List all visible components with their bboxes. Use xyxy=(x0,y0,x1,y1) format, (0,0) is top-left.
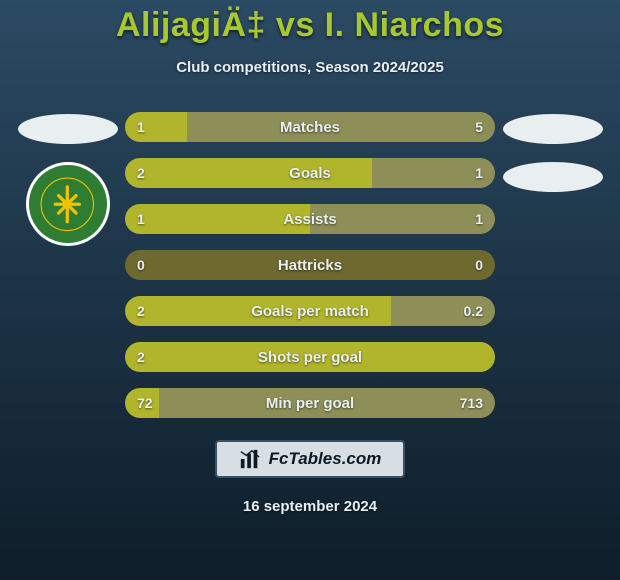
stat-bar-left xyxy=(125,112,187,142)
bar-chart-icon xyxy=(239,448,261,470)
brand-text: FcTables.com xyxy=(269,449,382,469)
page-title: AlijagiÄ‡ vs I. Niarchos xyxy=(116,6,504,45)
brand-badge: FcTables.com xyxy=(215,440,406,478)
stat-value-left: 2 xyxy=(137,158,145,188)
stat-value-left: 1 xyxy=(137,112,145,142)
stat-value-right: 713 xyxy=(460,388,483,418)
stat-bar-left xyxy=(125,296,391,326)
left-player-photo-placeholder xyxy=(18,114,118,144)
right-player-column xyxy=(495,112,610,192)
page-subtitle: Club competitions, Season 2024/2025 xyxy=(176,59,444,76)
left-player-column xyxy=(10,112,125,246)
stat-value-left: 1 xyxy=(137,204,145,234)
stat-value-right: 1 xyxy=(475,158,483,188)
right-club-badge-placeholder xyxy=(503,162,603,192)
stat-bar-left xyxy=(125,204,310,234)
stat-bar-left xyxy=(125,342,495,372)
stat-value-right: 1 xyxy=(475,204,483,234)
stat-row: 15Matches xyxy=(125,112,495,142)
left-club-badge xyxy=(26,162,110,246)
stat-value-right: 5 xyxy=(475,112,483,142)
stat-bars: 15Matches21Goals11Assists00Hattricks20.2… xyxy=(125,112,495,418)
stat-value-left: 72 xyxy=(137,388,153,418)
right-player-photo-placeholder xyxy=(503,114,603,144)
zilina-crest-icon xyxy=(40,177,95,232)
content-root: AlijagiÄ‡ vs I. Niarchos Club competitio… xyxy=(0,0,620,580)
stat-row: 21Goals xyxy=(125,158,495,188)
stat-row: 20.2Goals per match xyxy=(125,296,495,326)
footer-date: 16 september 2024 xyxy=(243,498,377,515)
stat-value-right: 0.2 xyxy=(464,296,483,326)
stat-bar-right xyxy=(310,204,495,234)
stat-value-right: 0 xyxy=(475,250,483,280)
stat-value-left: 0 xyxy=(137,250,145,280)
stat-value-left: 2 xyxy=(137,296,145,326)
stat-value-left: 2 xyxy=(137,342,145,372)
stat-row: 0 0Hattricks xyxy=(125,250,495,280)
stat-row: 72713Min per goal xyxy=(125,388,495,418)
stat-row: 2Shots per goal xyxy=(125,342,495,372)
comparison-section: 15Matches21Goals11Assists00Hattricks20.2… xyxy=(0,112,620,418)
stat-label: Hattricks xyxy=(125,250,495,280)
stat-row: 11Assists xyxy=(125,204,495,234)
stat-bar-left xyxy=(125,158,372,188)
stat-bar-right xyxy=(159,388,495,418)
stat-bar-right xyxy=(187,112,495,142)
